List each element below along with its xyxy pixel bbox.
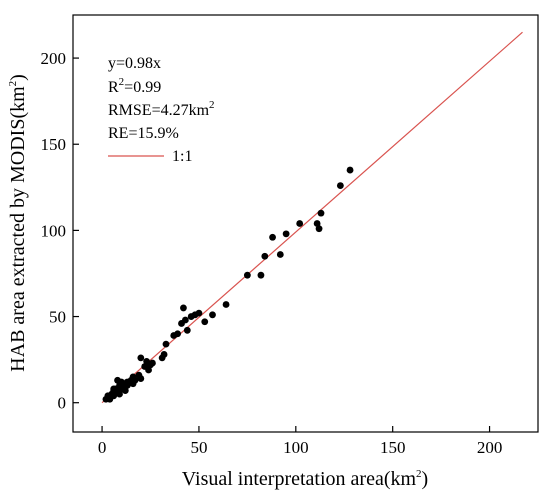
x-axis-title-sup: 2 <box>416 468 422 480</box>
data-points <box>102 166 354 403</box>
y-tick-label: 0 <box>58 394 67 413</box>
data-point <box>346 166 354 174</box>
data-point <box>296 220 304 227</box>
data-point <box>123 378 131 386</box>
one-to-one-line <box>101 31 523 404</box>
r2-text: R2=0.99 <box>108 76 161 96</box>
re-text: RE=15.9% <box>108 125 179 142</box>
legend-label: 1:1 <box>172 148 192 165</box>
data-point <box>149 359 156 367</box>
data-point <box>195 309 203 317</box>
data-point <box>261 252 269 260</box>
data-point <box>313 220 321 227</box>
data-point <box>269 233 276 241</box>
rmse-sup: 2 <box>209 99 215 111</box>
x-tick-label: 100 <box>283 438 309 457</box>
data-point <box>145 366 152 374</box>
data-point <box>243 271 251 279</box>
x-axis-ticks: 0 50 100 150 200 <box>98 426 503 457</box>
data-point <box>201 318 209 326</box>
y-tick-label: 50 <box>49 308 66 327</box>
data-point <box>181 316 189 324</box>
data-point <box>336 182 344 189</box>
x-tick-label: 150 <box>380 438 406 457</box>
data-point <box>116 390 123 398</box>
data-point <box>276 251 284 258</box>
data-point <box>129 373 137 381</box>
data-point <box>315 225 323 233</box>
data-point <box>282 230 290 238</box>
rmse-text: RMSE=4.27km2 <box>108 99 215 119</box>
data-point <box>180 304 187 312</box>
y-axis-ticks: 0 50 100 150 200 <box>41 49 79 413</box>
data-point <box>222 301 230 308</box>
data-point <box>137 375 145 382</box>
y-axis-title-tail: ) <box>7 74 29 81</box>
y-axis-title: HAB area extracted by MODIS(km2) <box>7 74 29 372</box>
x-tick-label: 0 <box>98 438 107 457</box>
plot-frame <box>72 14 539 433</box>
x-axis-title: Visual interpretation area(km2) <box>182 468 428 490</box>
data-point <box>106 395 114 403</box>
y-tick-label: 100 <box>41 221 67 240</box>
data-point <box>174 330 182 338</box>
data-point <box>110 385 118 393</box>
data-point <box>119 383 127 391</box>
x-tick-label: 200 <box>477 438 503 457</box>
data-point <box>317 209 325 217</box>
data-point <box>160 351 168 358</box>
y-axis-title-sup: 2 <box>7 81 19 87</box>
x-axis-title-main: Visual interpretation area(km <box>182 468 417 490</box>
y-tick-label: 200 <box>41 49 67 68</box>
r2-value: =0.99 <box>124 79 161 96</box>
x-tick-label: 50 <box>190 438 207 457</box>
data-point <box>162 340 170 348</box>
data-point <box>137 354 145 362</box>
y-axis-title-main: HAB area extracted by MODIS(km <box>7 86 29 372</box>
y-tick-label: 150 <box>41 135 67 154</box>
x-axis-title-tail: ) <box>422 468 429 490</box>
data-point <box>183 326 191 334</box>
r2-prefix: R <box>108 79 119 96</box>
data-point <box>209 311 216 319</box>
r2-sup: 2 <box>119 76 125 88</box>
rmse-prefix: RMSE=4.27km <box>108 102 210 119</box>
data-point <box>257 271 265 279</box>
equation-text: y=0.98x <box>108 55 161 72</box>
